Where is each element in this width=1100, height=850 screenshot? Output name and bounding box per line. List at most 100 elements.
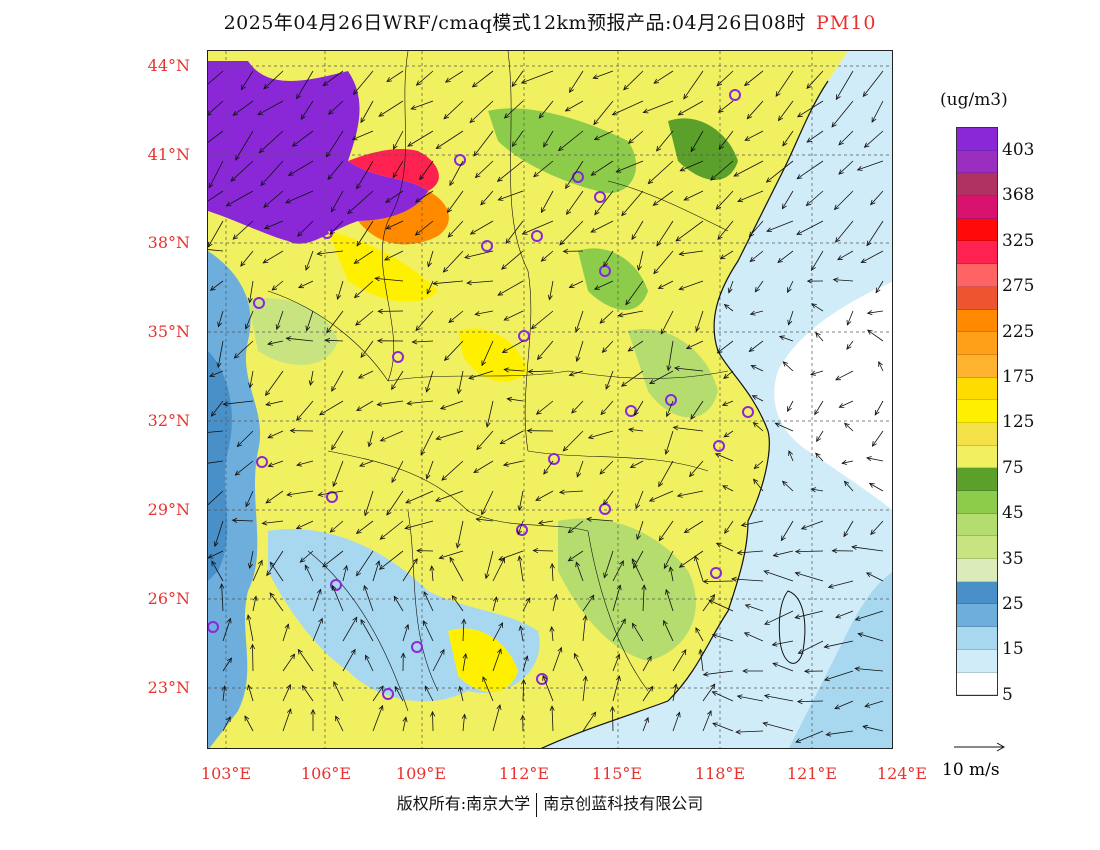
wind-vector-head (764, 620, 770, 625)
wind-vector-head (866, 240, 872, 247)
wind-vector (599, 310, 614, 324)
wind-vector (834, 700, 854, 709)
title-text: 2025年04月26日WRF/cmaq模式12km预报产品:04月26日08时 (223, 12, 806, 34)
wind-vector-head (743, 80, 750, 87)
wind-vector-head (565, 183, 571, 190)
wind-vector-head (443, 113, 450, 120)
wind-vector (378, 100, 404, 117)
wind-vector-head (511, 141, 517, 148)
wind-vector-head (586, 516, 592, 522)
wind-vector-head (672, 425, 679, 431)
wind-vector (852, 546, 884, 552)
lon-label-121: 121°E (786, 764, 838, 783)
wind-vector (552, 594, 557, 612)
wind-vector (798, 640, 824, 654)
wind-vector (861, 250, 884, 263)
pollutant-label: PM10 (816, 12, 877, 34)
wind-vector (392, 160, 404, 178)
wind-vector (590, 220, 614, 233)
legend-label: 25 (1002, 594, 1024, 614)
legend-swatch (957, 627, 997, 650)
wind-vector-head (717, 234, 723, 241)
wind-vector (467, 280, 494, 284)
wind-vector-head (681, 649, 687, 655)
wind-vector (586, 518, 614, 522)
wind-vector (642, 585, 645, 612)
wind-vector (533, 160, 554, 178)
wind-vector (432, 649, 445, 672)
copyright-left: 版权所有:南京大学 (396, 794, 531, 813)
wind-vector (648, 160, 674, 184)
wind-vector-head (788, 450, 793, 456)
wind-vector (282, 684, 291, 702)
wind-vector-head (751, 395, 758, 400)
wind-vector-head (587, 434, 594, 440)
wind-vector (240, 250, 254, 267)
wind-vector (300, 100, 314, 120)
wind-vector-head (543, 141, 549, 148)
blue-zone-west-dark (208, 351, 232, 581)
wind-vector (669, 566, 674, 582)
wind-vector-head (636, 265, 642, 271)
wind-vector-head (615, 167, 622, 173)
wind-vector (402, 624, 409, 642)
wind-vector-head (591, 711, 597, 718)
wind-vector-head (780, 535, 786, 542)
wind-vector (551, 706, 554, 732)
wind-vector (415, 220, 434, 236)
wind-vector-head (621, 210, 627, 217)
wind-vector (472, 70, 494, 88)
wind-vector-head (231, 517, 238, 523)
wind-vector (744, 632, 764, 642)
wind-vector (528, 370, 554, 373)
legend-swatch (957, 128, 997, 151)
wind-vector (358, 370, 374, 379)
wind-vector (603, 250, 614, 267)
wind-vector-head (724, 528, 730, 534)
wind-vector-head (810, 487, 817, 493)
wind-vector-head (565, 209, 572, 216)
wind-vector-head (575, 561, 581, 568)
wind-vector-head (501, 264, 507, 270)
wind-vector (815, 452, 824, 462)
wind-vector (402, 558, 418, 582)
sea-clean-area (774, 281, 892, 510)
wind-vector (796, 220, 824, 235)
yellow-zone-central (458, 328, 528, 382)
wind-vector-head (673, 365, 680, 371)
wind-vector-head (456, 388, 462, 395)
wind-vector (504, 310, 524, 321)
wind-vector-head (343, 564, 349, 571)
wind-vector-head (208, 553, 214, 559)
wind-vector (643, 100, 674, 113)
wind-vector (386, 220, 404, 230)
wind-vector-head (503, 367, 510, 373)
wind-vector (842, 460, 854, 464)
wind-vector-head (722, 485, 728, 491)
wind-vector-head (710, 175, 716, 181)
legend-swatch (957, 377, 997, 401)
wind-vector-head (265, 401, 271, 407)
wind-vector-head (502, 461, 509, 467)
wind-vector (470, 220, 494, 235)
wind-vector (766, 160, 794, 183)
wind-vector (235, 460, 254, 476)
wind-vector-head (811, 303, 817, 309)
wind-vector-head (631, 558, 637, 564)
wind-vector-head (500, 557, 505, 564)
wind-vector (424, 686, 434, 702)
wind-vector (835, 70, 854, 100)
wind-vector (475, 310, 494, 315)
wind-vector-head (835, 613, 842, 619)
wind-vector (833, 279, 854, 282)
wind-vector (427, 250, 434, 267)
wind-vector-head (723, 373, 729, 379)
wind-vector-head (663, 619, 668, 626)
wind-vector (826, 730, 854, 736)
wind-vector (642, 656, 652, 672)
wind-vector-head (772, 552, 779, 558)
wind-vector-head (297, 231, 303, 237)
wind-vector-head (246, 614, 252, 621)
wind-vector-head (658, 481, 664, 488)
wind-vector-head (540, 256, 547, 262)
